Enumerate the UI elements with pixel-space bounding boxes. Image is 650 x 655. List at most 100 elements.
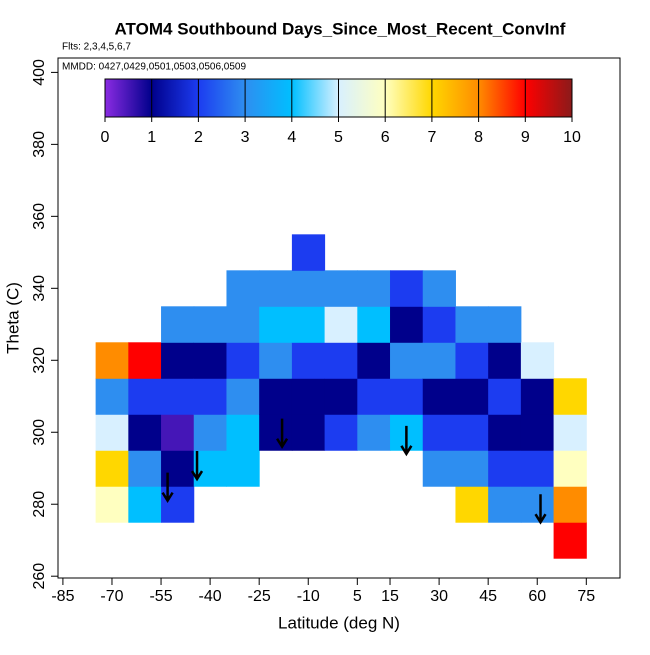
heat-cell <box>390 342 424 379</box>
heat-cell <box>422 270 456 307</box>
arrow <box>190 451 204 482</box>
x-axis-label: Latitude (deg N) <box>278 613 400 632</box>
x-tick-label: -40 <box>199 588 222 605</box>
heat-cell <box>324 378 358 415</box>
arrow <box>400 425 413 457</box>
heat-cell <box>488 450 522 487</box>
heat-cell <box>291 342 326 379</box>
arrow <box>534 494 547 525</box>
colorbar-tick-label: 0 <box>101 129 110 146</box>
heat-cell <box>128 414 162 451</box>
heat-cell <box>226 306 260 343</box>
heat-cell <box>553 522 587 559</box>
heat-cell <box>95 486 129 523</box>
y-tick-label: 380 <box>31 131 48 158</box>
heat-cell <box>291 270 326 307</box>
heat-cell <box>357 342 391 379</box>
heat-cell <box>324 342 358 379</box>
plot-frame <box>57 57 621 579</box>
heat-cell <box>259 378 293 415</box>
heat-cell <box>95 414 129 451</box>
heat-cell <box>226 414 260 451</box>
arrow-shape <box>190 451 204 482</box>
heat-cell <box>422 342 456 379</box>
heat-cell <box>324 306 358 343</box>
heat-cell <box>520 414 555 451</box>
colorbar-tick-label: 6 <box>381 129 390 146</box>
heat-cell <box>161 414 195 451</box>
heat-cell <box>553 378 587 415</box>
heat-cell <box>488 306 522 343</box>
x-tick-label: 5 <box>353 588 362 605</box>
y-tick-label: 360 <box>31 203 48 230</box>
y-tick-label: 320 <box>31 347 48 374</box>
colorbar-tick-label: 2 <box>194 129 203 146</box>
y-tick-label: 280 <box>31 491 48 518</box>
heat-cell <box>95 450 129 487</box>
colorbar-tick-label: 9 <box>521 129 530 146</box>
x-tick-label: -85 <box>51 588 74 605</box>
heat-cell <box>455 414 489 451</box>
arrow <box>161 472 174 503</box>
heat-cell <box>291 414 326 451</box>
heat-cell <box>553 414 587 451</box>
heat-cell <box>390 270 424 307</box>
colorbar-tick-label: 4 <box>287 129 296 146</box>
heat-cell <box>422 414 456 451</box>
arrow-shape <box>276 418 289 450</box>
heat-cell <box>520 450 555 487</box>
heat-cell <box>259 414 293 451</box>
heat-cell <box>291 234 326 271</box>
heat-cell <box>357 270 391 307</box>
heatmap <box>95 234 587 559</box>
arrow-shape <box>534 494 547 525</box>
heat-cell <box>357 306 391 343</box>
heat-cell <box>161 306 195 343</box>
heat-cell <box>161 342 195 379</box>
heat-cell <box>193 306 227 343</box>
heat-cell <box>128 342 162 379</box>
heat-cell <box>390 306 424 343</box>
heat-cell <box>259 306 293 343</box>
heat-cell <box>455 486 489 523</box>
x-tick-label: -55 <box>149 588 172 605</box>
heat-cell <box>291 378 326 415</box>
arrow-shape <box>400 425 413 457</box>
y-tick-label: 340 <box>31 275 48 302</box>
chart-title: ATOM4 Southbound Days_Since_Most_Recent_… <box>115 19 566 38</box>
heat-cell <box>520 378 555 415</box>
heat-cell <box>455 450 489 487</box>
colorbar-tick-label: 7 <box>427 129 436 146</box>
heat-cell <box>161 486 195 523</box>
heat-cell <box>422 306 456 343</box>
heat-cell <box>488 342 522 379</box>
heat-cell <box>95 378 129 415</box>
heat-cell <box>193 414 227 451</box>
colorbar-tick-label: 5 <box>334 129 343 146</box>
y-axis-label: Theta (C) <box>3 282 22 354</box>
x-tick-label: 15 <box>381 588 399 605</box>
heat-cell <box>422 450 456 487</box>
heat-cell <box>161 450 195 487</box>
subtitle: Flts: 2,3,4,5,6,7 <box>62 42 131 53</box>
heat-cell <box>161 378 195 415</box>
x-tick-label: 30 <box>430 588 448 605</box>
heat-cell <box>193 450 227 487</box>
x-tick-label: 60 <box>528 588 546 605</box>
heat-cell <box>553 450 587 487</box>
y-tick-label: 260 <box>31 563 48 590</box>
x-tick-label: -10 <box>297 588 320 605</box>
heat-cell <box>455 378 489 415</box>
heat-cell <box>324 270 358 307</box>
heat-cell <box>488 378 522 415</box>
heat-cell <box>357 378 391 415</box>
colorbar-tick-label: 1 <box>147 129 156 146</box>
heat-cell <box>128 378 162 415</box>
annotations <box>161 418 547 525</box>
heat-cell <box>324 414 358 451</box>
heat-cell <box>128 486 162 523</box>
heat-cell <box>95 342 129 379</box>
heat-cell <box>390 378 424 415</box>
arrow <box>276 418 289 450</box>
